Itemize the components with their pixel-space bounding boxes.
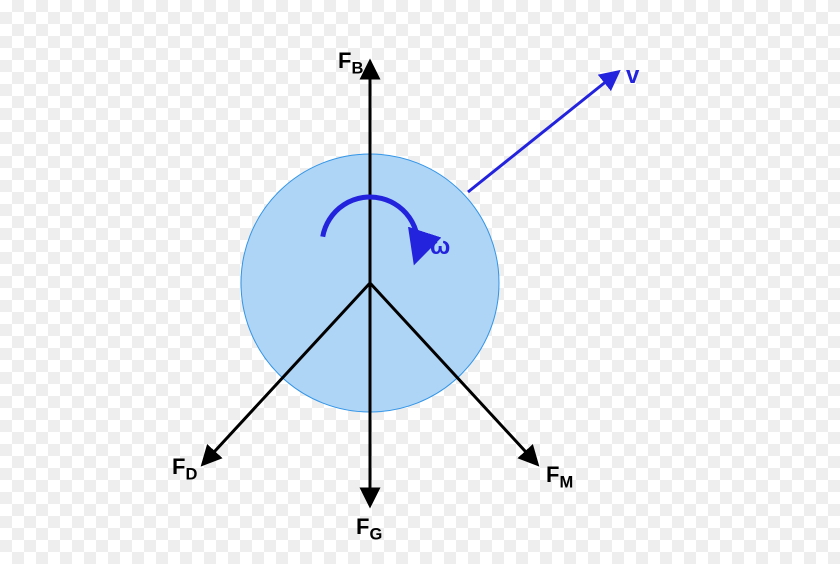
label-omega: ω <box>430 233 450 261</box>
label-v: v <box>626 62 639 90</box>
label-FM: FM <box>546 462 573 492</box>
vector-v <box>468 72 618 192</box>
label-FB: FB <box>338 48 363 78</box>
force-diagram <box>0 0 840 564</box>
label-FD: FD <box>172 454 197 484</box>
label-FG: FG <box>356 514 382 544</box>
